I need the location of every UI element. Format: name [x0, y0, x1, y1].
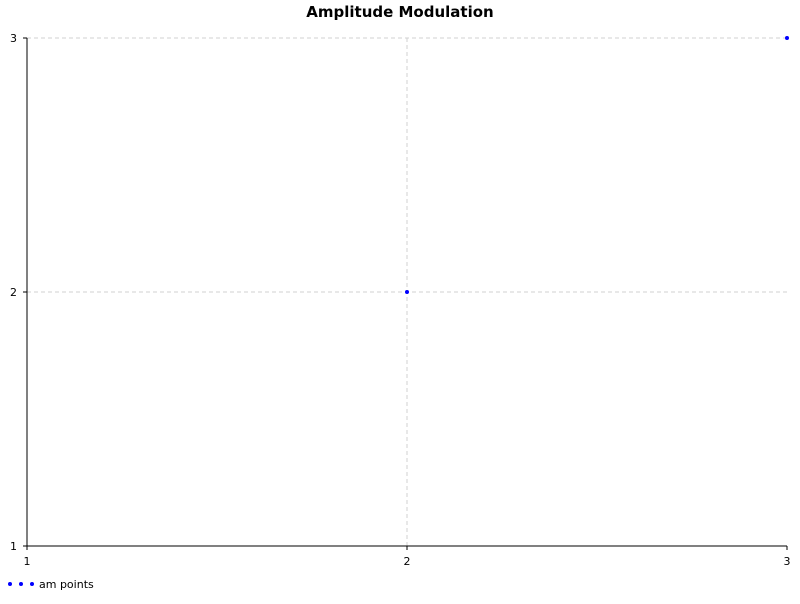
x-tick-label: 2 — [404, 555, 411, 568]
x-tick-label: 3 — [784, 555, 791, 568]
y-tick-label: 3 — [10, 32, 17, 45]
legend: am points — [6, 577, 94, 591]
data-points — [405, 36, 789, 294]
legend-dot — [8, 582, 12, 586]
legend-marker — [8, 582, 34, 586]
y-tick-label: 1 — [10, 540, 17, 553]
legend-dot — [30, 582, 34, 586]
axes — [23, 37, 788, 550]
legend-label: am points — [39, 577, 94, 591]
data-point — [785, 36, 789, 40]
data-point — [405, 290, 409, 294]
chart-title: Amplitude Modulation — [306, 3, 494, 21]
tick-labels: 1 2 3 1 2 3 — [10, 32, 791, 568]
x-tick-label: 1 — [24, 555, 31, 568]
y-tick-label: 2 — [10, 286, 17, 299]
legend-dot — [19, 582, 23, 586]
